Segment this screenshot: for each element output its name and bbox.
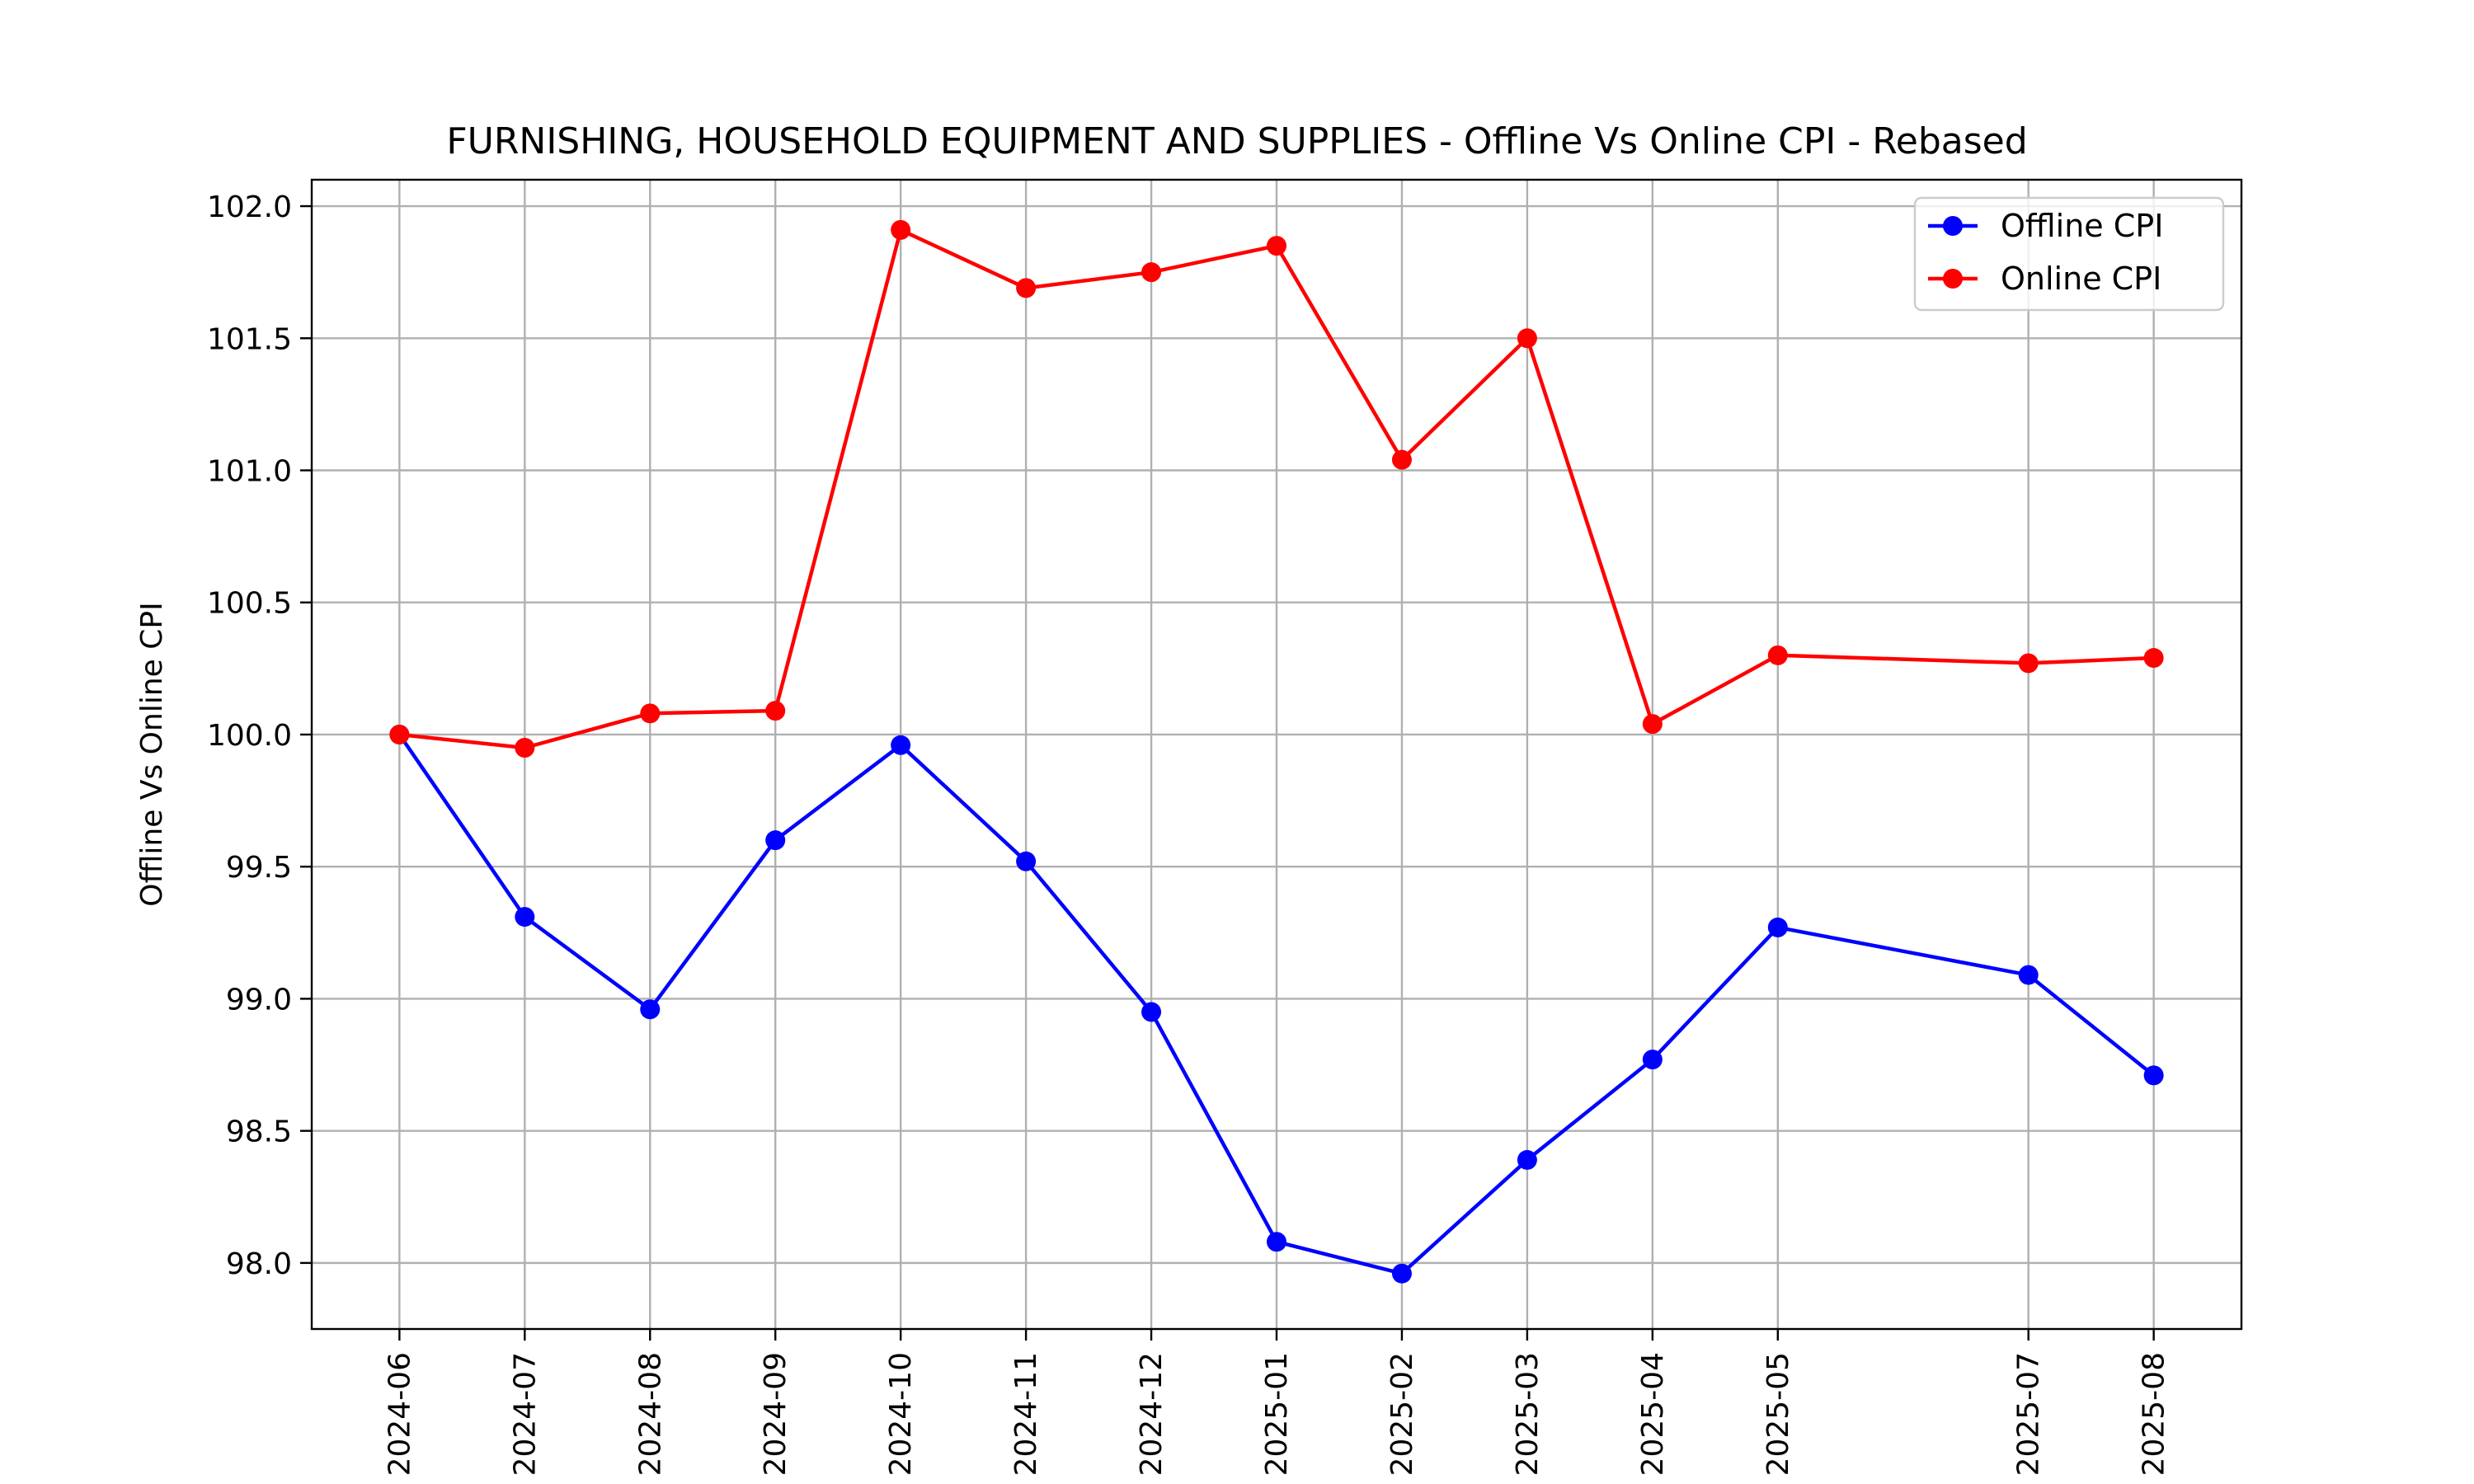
data-point bbox=[389, 724, 410, 744]
data-point bbox=[1267, 236, 1286, 256]
data-point bbox=[1642, 714, 1663, 735]
x-tick-label: 2024-07 bbox=[508, 1352, 542, 1476]
tick-layer: 2024-06 2024-07 2024-08 2024-09 2024-10 2024-… bbox=[207, 190, 2171, 1476]
y-tick-label: 99.0 bbox=[226, 983, 292, 1017]
x-tick-label: 2024-12 bbox=[1135, 1352, 1169, 1476]
y-tick-label: 100.5 bbox=[207, 587, 292, 621]
data-point bbox=[2018, 653, 2039, 674]
data-point bbox=[891, 735, 911, 755]
x-tick-label: 2025-03 bbox=[1511, 1352, 1545, 1476]
x-tick-label: 2025-08 bbox=[2138, 1352, 2171, 1476]
y-tick-label: 98.0 bbox=[226, 1247, 292, 1281]
data-point bbox=[765, 830, 786, 851]
data-point bbox=[765, 701, 786, 721]
data-point bbox=[1391, 1263, 1412, 1284]
legend: Offline CPI Online CPI bbox=[1913, 196, 2225, 312]
x-tick-label: 2024-08 bbox=[633, 1352, 667, 1476]
x-tick-label: 2024-10 bbox=[884, 1352, 918, 1476]
data-point bbox=[1517, 1149, 1537, 1170]
data-point bbox=[1141, 1002, 1162, 1022]
data-point bbox=[2143, 648, 2164, 669]
data-point bbox=[1517, 328, 1537, 349]
legend-box bbox=[1913, 196, 2225, 312]
legend-item: Online CPI bbox=[1928, 261, 2161, 297]
series-1 bbox=[389, 219, 2164, 758]
x-tick-label: 2025-02 bbox=[1385, 1352, 1419, 1476]
data-point bbox=[1391, 449, 1412, 470]
data-point bbox=[1642, 1050, 1663, 1070]
data-point bbox=[640, 703, 661, 724]
legend-label: Offline CPI bbox=[2001, 208, 2163, 244]
y-tick-label: 101.0 bbox=[207, 455, 292, 489]
series-layer bbox=[389, 219, 2164, 1284]
legend-marker bbox=[1943, 216, 1963, 236]
series-line bbox=[397, 733, 2156, 1275]
x-tick-label: 2025-05 bbox=[1761, 1352, 1795, 1476]
data-point bbox=[515, 737, 535, 758]
legend-item: Offline CPI bbox=[1928, 208, 2163, 244]
y-tick-label: 101.5 bbox=[207, 322, 292, 356]
x-tick-label: 2024-11 bbox=[1009, 1352, 1043, 1476]
legend-label: Online CPI bbox=[2001, 261, 2161, 297]
data-point bbox=[2143, 1065, 2164, 1086]
data-point bbox=[1767, 917, 1788, 937]
grid-layer bbox=[312, 180, 2241, 1329]
data-point bbox=[515, 907, 535, 928]
data-point bbox=[1267, 1232, 1286, 1252]
y-tick-label: 100.0 bbox=[207, 719, 292, 753]
chart-title: FURNISHING, HOUSEHOLD EQUIPMENT AND SUPP… bbox=[446, 120, 2027, 162]
legend-marker bbox=[1943, 269, 1963, 289]
series-line bbox=[399, 228, 2154, 750]
y-axis-label: Offline Vs Online CPI bbox=[135, 602, 169, 906]
series-0 bbox=[389, 724, 2164, 1284]
data-point bbox=[1016, 278, 1037, 298]
data-point bbox=[891, 219, 911, 240]
x-tick-label: 2025-01 bbox=[1260, 1352, 1294, 1476]
y-tick-label: 99.5 bbox=[226, 851, 292, 885]
data-point bbox=[1767, 645, 1788, 665]
x-tick-label: 2024-06 bbox=[383, 1352, 416, 1476]
y-tick-label: 102.0 bbox=[207, 190, 292, 224]
data-point bbox=[640, 999, 661, 1020]
y-tick-label: 98.5 bbox=[226, 1115, 292, 1149]
data-point bbox=[1016, 851, 1037, 871]
x-tick-label: 2024-09 bbox=[759, 1352, 793, 1476]
x-tick-label: 2025-07 bbox=[2012, 1352, 2046, 1476]
data-point bbox=[1141, 262, 1162, 283]
x-tick-label: 2025-04 bbox=[1636, 1352, 1670, 1476]
data-point bbox=[2018, 965, 2039, 985]
